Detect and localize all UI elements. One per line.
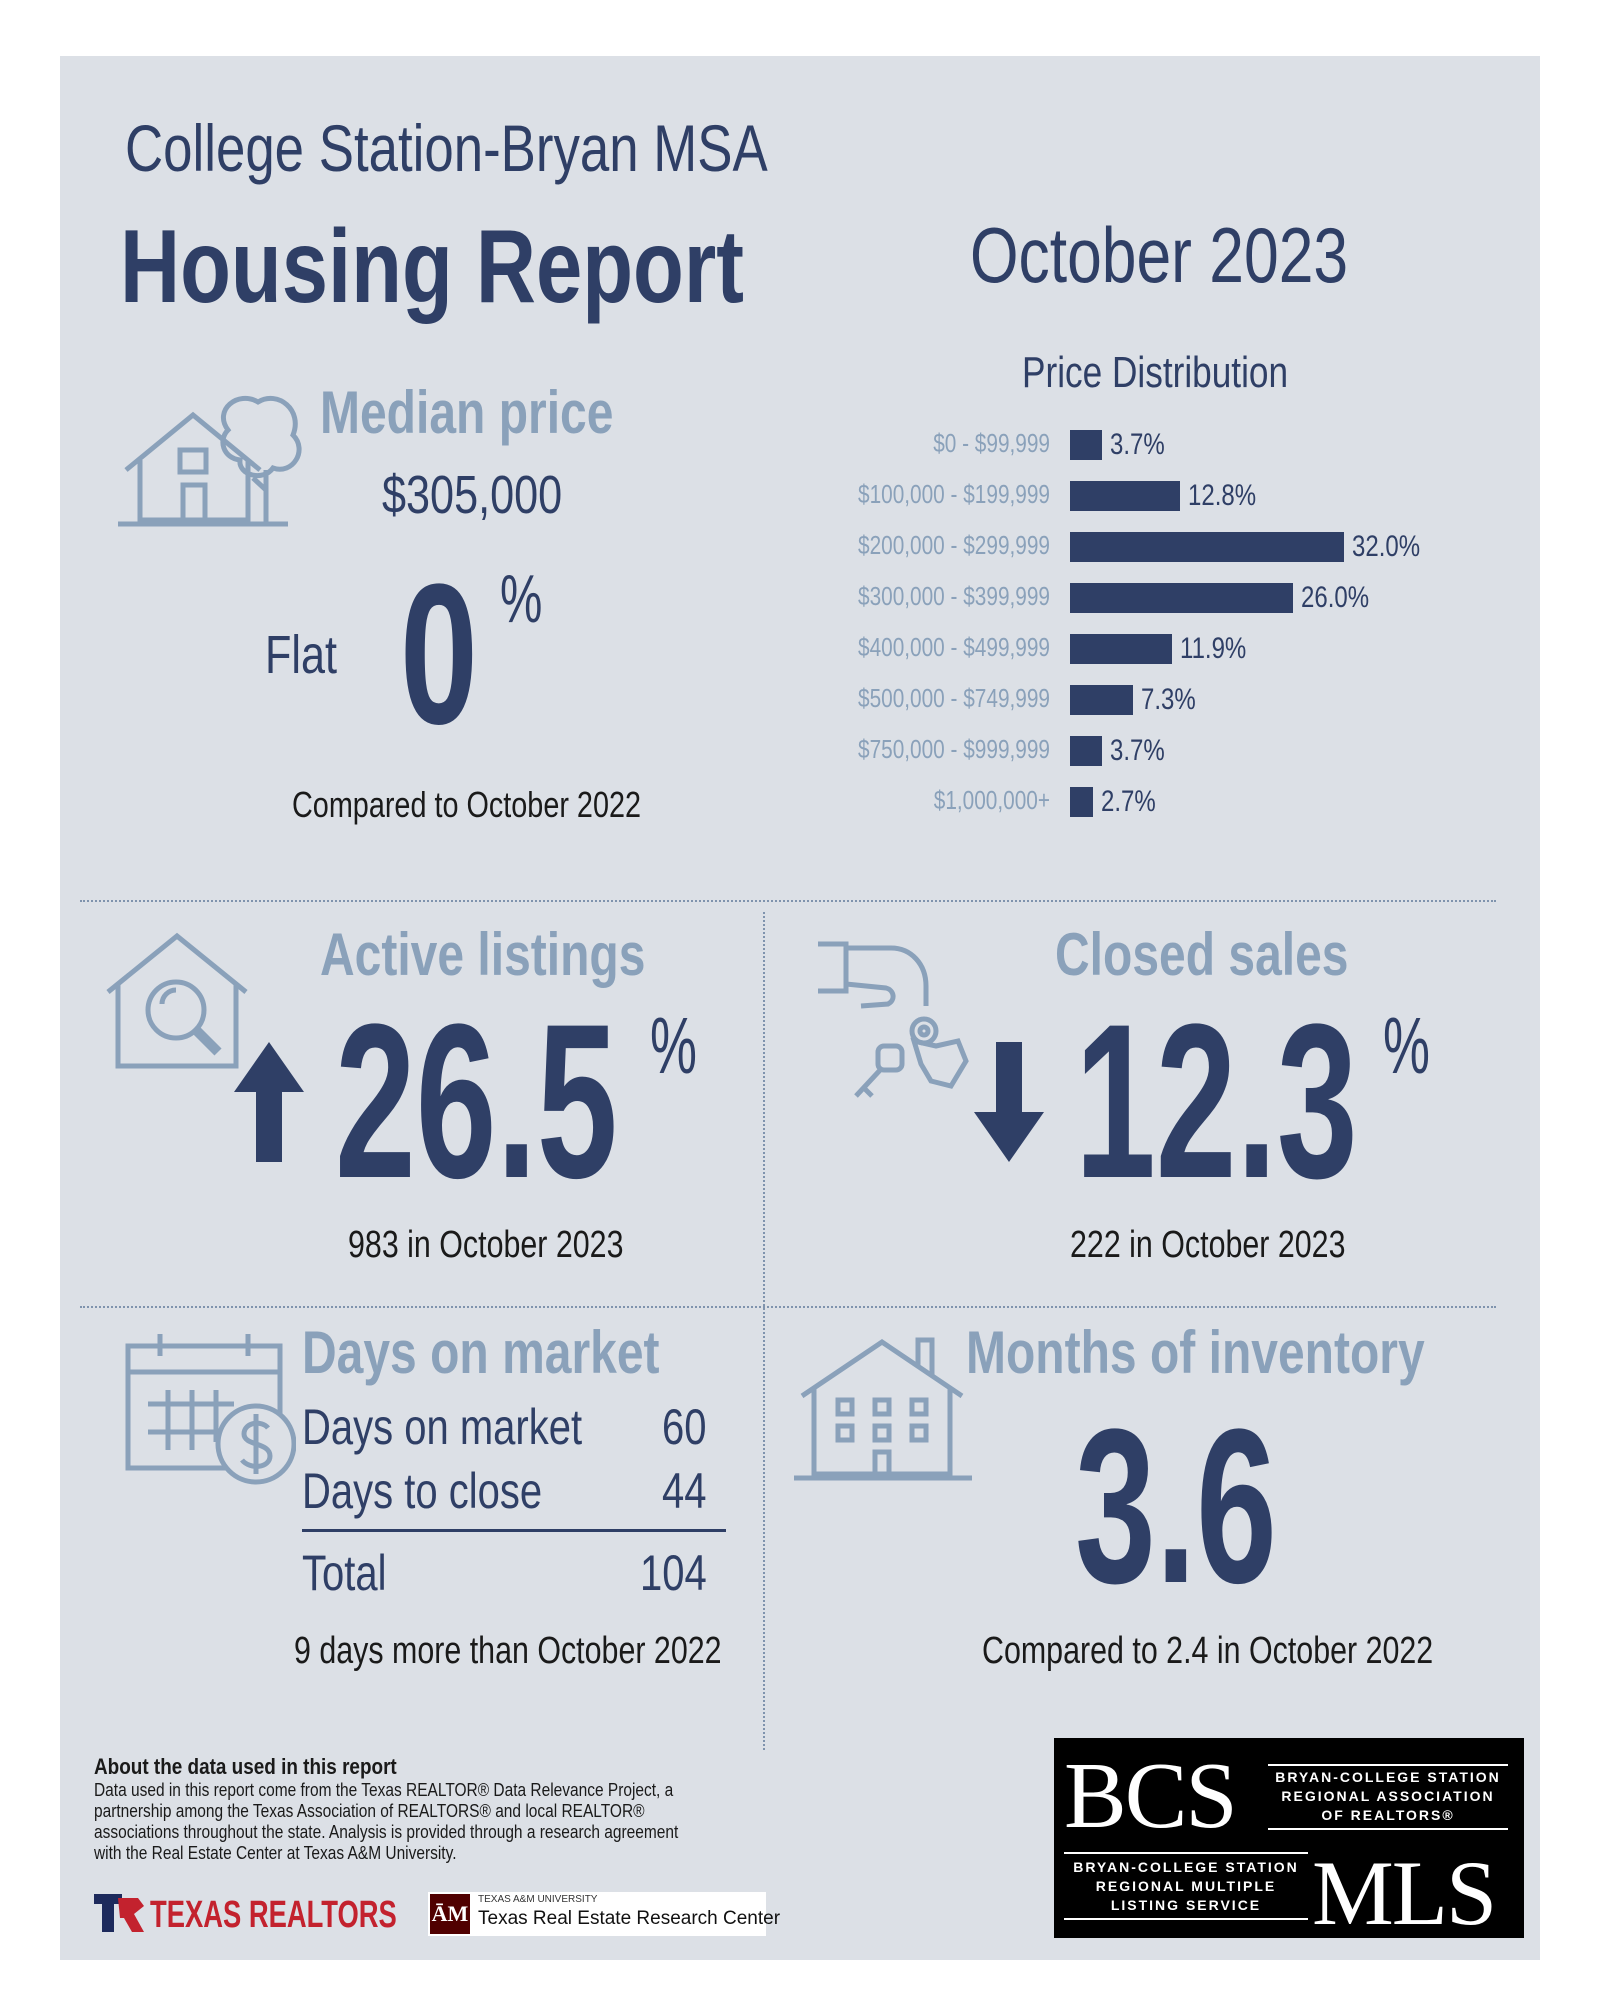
building-icon — [794, 1334, 974, 1484]
median-change-number: 0 — [400, 543, 478, 766]
total-rule — [302, 1529, 726, 1532]
dtc-row-label: Days to close — [302, 1463, 543, 1519]
bcs-logo-rule-bottom — [1268, 1828, 1508, 1830]
median-direction-word: Flat — [265, 625, 338, 685]
closed-change-unit: % — [1383, 1001, 1430, 1090]
mls-logo-rule-bottom — [1064, 1918, 1308, 1920]
arrow-down-icon — [974, 1042, 1044, 1162]
dom-comparison: 9 days more than October 2022 — [294, 1630, 722, 1672]
texas-realtors-mark-icon — [94, 1894, 144, 1932]
hand-keys-icon — [816, 936, 976, 1106]
about-line: Data used in this report come from the T… — [94, 1780, 674, 1800]
bcs-logo-line: BRYAN-COLLEGE STATION — [1275, 1769, 1501, 1785]
house-tree-icon — [118, 390, 308, 530]
total-label: Total — [302, 1545, 387, 1601]
active-change-number: 26.5 — [335, 978, 618, 1224]
divider-middle — [80, 1306, 1496, 1308]
closed-change-number: 12.3 — [1075, 978, 1358, 1224]
closed-detail: 222 in October 2023 — [1070, 1224, 1346, 1266]
tamu-center-label: Texas Real Estate Research Center — [478, 1908, 781, 1929]
bcs-logo-rule-top — [1268, 1764, 1508, 1766]
mls-logo-text: MLS — [1312, 1842, 1497, 1944]
bcs-logo-text: BCS — [1064, 1744, 1238, 1848]
mls-logo-lines: BRYAN-COLLEGE STATION REGIONAL MULTIPLE … — [1064, 1858, 1308, 1915]
about-line: associations throughout the state. Analy… — [94, 1822, 679, 1842]
bcs-logo-line: OF REALTORS® — [1321, 1807, 1455, 1823]
about-title: About the data used in this report — [94, 1754, 397, 1779]
mls-logo-line: BRYAN-COLLEGE STATION — [1073, 1859, 1299, 1875]
about-text: Data used in this report come from the T… — [94, 1780, 773, 1864]
about-line: partnership among the Texas Association … — [94, 1801, 645, 1821]
median-price-value: $305,000 — [382, 465, 563, 525]
price-distribution-title: Price Distribution — [1022, 348, 1289, 397]
total-value: 104 — [640, 1545, 707, 1601]
dtc-row-value: 44 — [662, 1463, 707, 1519]
divider-vertical — [763, 912, 765, 1750]
mls-logo-line: LISTING SERVICE — [1110, 1897, 1262, 1913]
arrow-up-icon — [234, 1042, 304, 1162]
house-search-icon — [104, 932, 250, 1072]
active-listings-title: Active listings — [320, 921, 646, 988]
bcs-logo-lines: BRYAN-COLLEGE STATION REGIONAL ASSOCIATI… — [1268, 1768, 1508, 1825]
divider-top — [80, 900, 1496, 902]
dom-row-value: 60 — [662, 1399, 707, 1455]
active-change-unit: % — [650, 1001, 697, 1090]
closed-sales-title: Closed sales — [1055, 921, 1349, 988]
about-line: with the Real Estate Center at Texas A&M… — [94, 1843, 457, 1863]
median-price-title: Median price — [320, 379, 614, 446]
mls-logo-line: REGIONAL MULTIPLE — [1095, 1878, 1277, 1894]
msa-title: College Station-Bryan MSA — [125, 111, 768, 185]
median-change-unit: % — [500, 561, 543, 637]
report-period: October 2023 — [970, 211, 1349, 299]
tamu-logo-box — [428, 1892, 766, 1936]
report-panel — [60, 56, 1540, 1960]
active-detail: 983 in October 2023 — [348, 1224, 624, 1266]
bcs-logo-line: REGIONAL ASSOCIATION — [1281, 1788, 1495, 1804]
calendar-dollar-icon — [124, 1332, 296, 1488]
days-on-market-title: Days on market — [302, 1319, 660, 1386]
tamu-mark-icon: ĀM — [430, 1894, 470, 1934]
median-comparison: Compared to October 2022 — [292, 784, 642, 825]
mls-logo-rule-top — [1064, 1852, 1308, 1854]
texas-realtors-logo: TEXAS REALTORS — [150, 1894, 397, 1936]
months-inventory-comparison: Compared to 2.4 in October 2022 — [982, 1630, 1434, 1672]
tamu-small-label: TEXAS A&M UNIVERSITY — [478, 1894, 598, 1905]
bcs-mls-logo — [1054, 1738, 1524, 1938]
months-inventory-value: 3.6 — [1075, 1383, 1277, 1629]
report-title: Housing Report — [120, 209, 744, 325]
dom-row-label: Days on market — [302, 1399, 583, 1455]
months-inventory-title: Months of inventory — [966, 1319, 1425, 1386]
